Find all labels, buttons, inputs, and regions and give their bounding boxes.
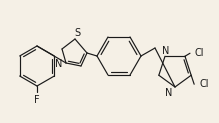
Text: Cl: Cl <box>199 79 209 89</box>
Text: N: N <box>162 46 170 56</box>
Text: N: N <box>55 59 63 69</box>
Text: F: F <box>34 95 40 105</box>
Text: S: S <box>74 28 80 38</box>
Text: N: N <box>165 88 173 98</box>
Text: Cl: Cl <box>195 48 205 58</box>
